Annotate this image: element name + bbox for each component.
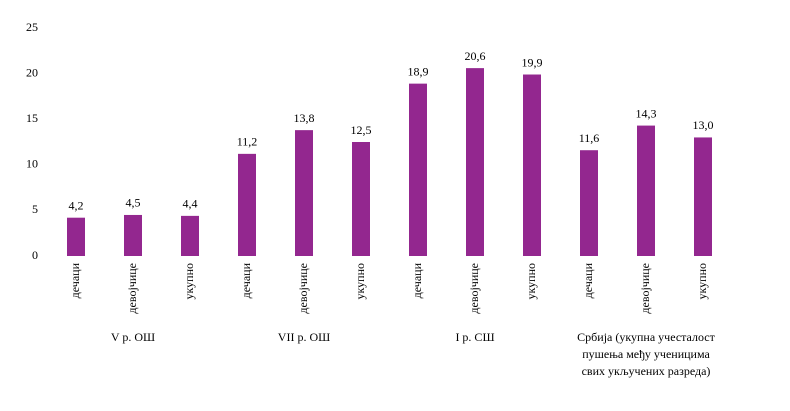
value-label: 13,0 (693, 118, 714, 132)
x-tick-label: дечаци (68, 262, 82, 298)
value-label: 4,4 (183, 197, 198, 211)
x-tick-label: укупно (695, 263, 709, 300)
value-label: 13,8 (294, 111, 315, 125)
bar (124, 214, 142, 256)
x-tick-label: девојчице (467, 263, 481, 314)
x-tick-label: дечаци (239, 262, 253, 298)
y-tick-label: 0 (32, 248, 38, 262)
value-label: 12,5 (351, 123, 372, 137)
value-label: 20,6 (465, 49, 486, 63)
group-label: VII р. ОШ (278, 330, 330, 344)
bar (637, 125, 655, 256)
x-tick-label: девојчице (296, 263, 310, 314)
bar (352, 142, 370, 256)
bar (694, 137, 712, 256)
value-label: 11,6 (579, 131, 600, 145)
bar (409, 83, 427, 256)
y-tick-label: 20 (26, 65, 38, 79)
bar (181, 215, 199, 256)
bar (67, 217, 85, 256)
bar (466, 68, 484, 257)
bar (523, 74, 541, 257)
x-tick-label: укупно (353, 263, 367, 300)
y-tick-label: 5 (32, 202, 38, 216)
y-tick-label: 25 (26, 20, 38, 34)
x-tick-label: девојчице (638, 263, 652, 314)
x-tick-label: дечаци (581, 262, 595, 298)
x-tick-label: девојчице (125, 263, 139, 314)
group-label: Србија (укупна учесталост (577, 330, 715, 344)
group-label: I р. СШ (455, 330, 494, 344)
value-label: 11,2 (237, 135, 258, 149)
bar (580, 150, 598, 256)
value-label: 18,9 (408, 64, 429, 78)
value-label: 4,2 (69, 198, 84, 212)
group-label: V р. ОШ (111, 330, 155, 344)
group-label: свих укључених разреда) (582, 364, 711, 378)
value-label: 14,3 (636, 106, 657, 120)
value-label: 4,5 (126, 196, 141, 210)
value-label: 19,9 (522, 55, 543, 69)
bar (238, 153, 256, 256)
x-tick-label: укупно (182, 263, 196, 300)
x-tick-label: укупно (524, 263, 538, 300)
x-tick-label: дечаци (410, 262, 424, 298)
bar (295, 130, 313, 256)
group-label: пушења међу ученицима (582, 347, 710, 361)
y-tick-label: 10 (26, 157, 38, 171)
y-tick-label: 15 (26, 111, 38, 125)
